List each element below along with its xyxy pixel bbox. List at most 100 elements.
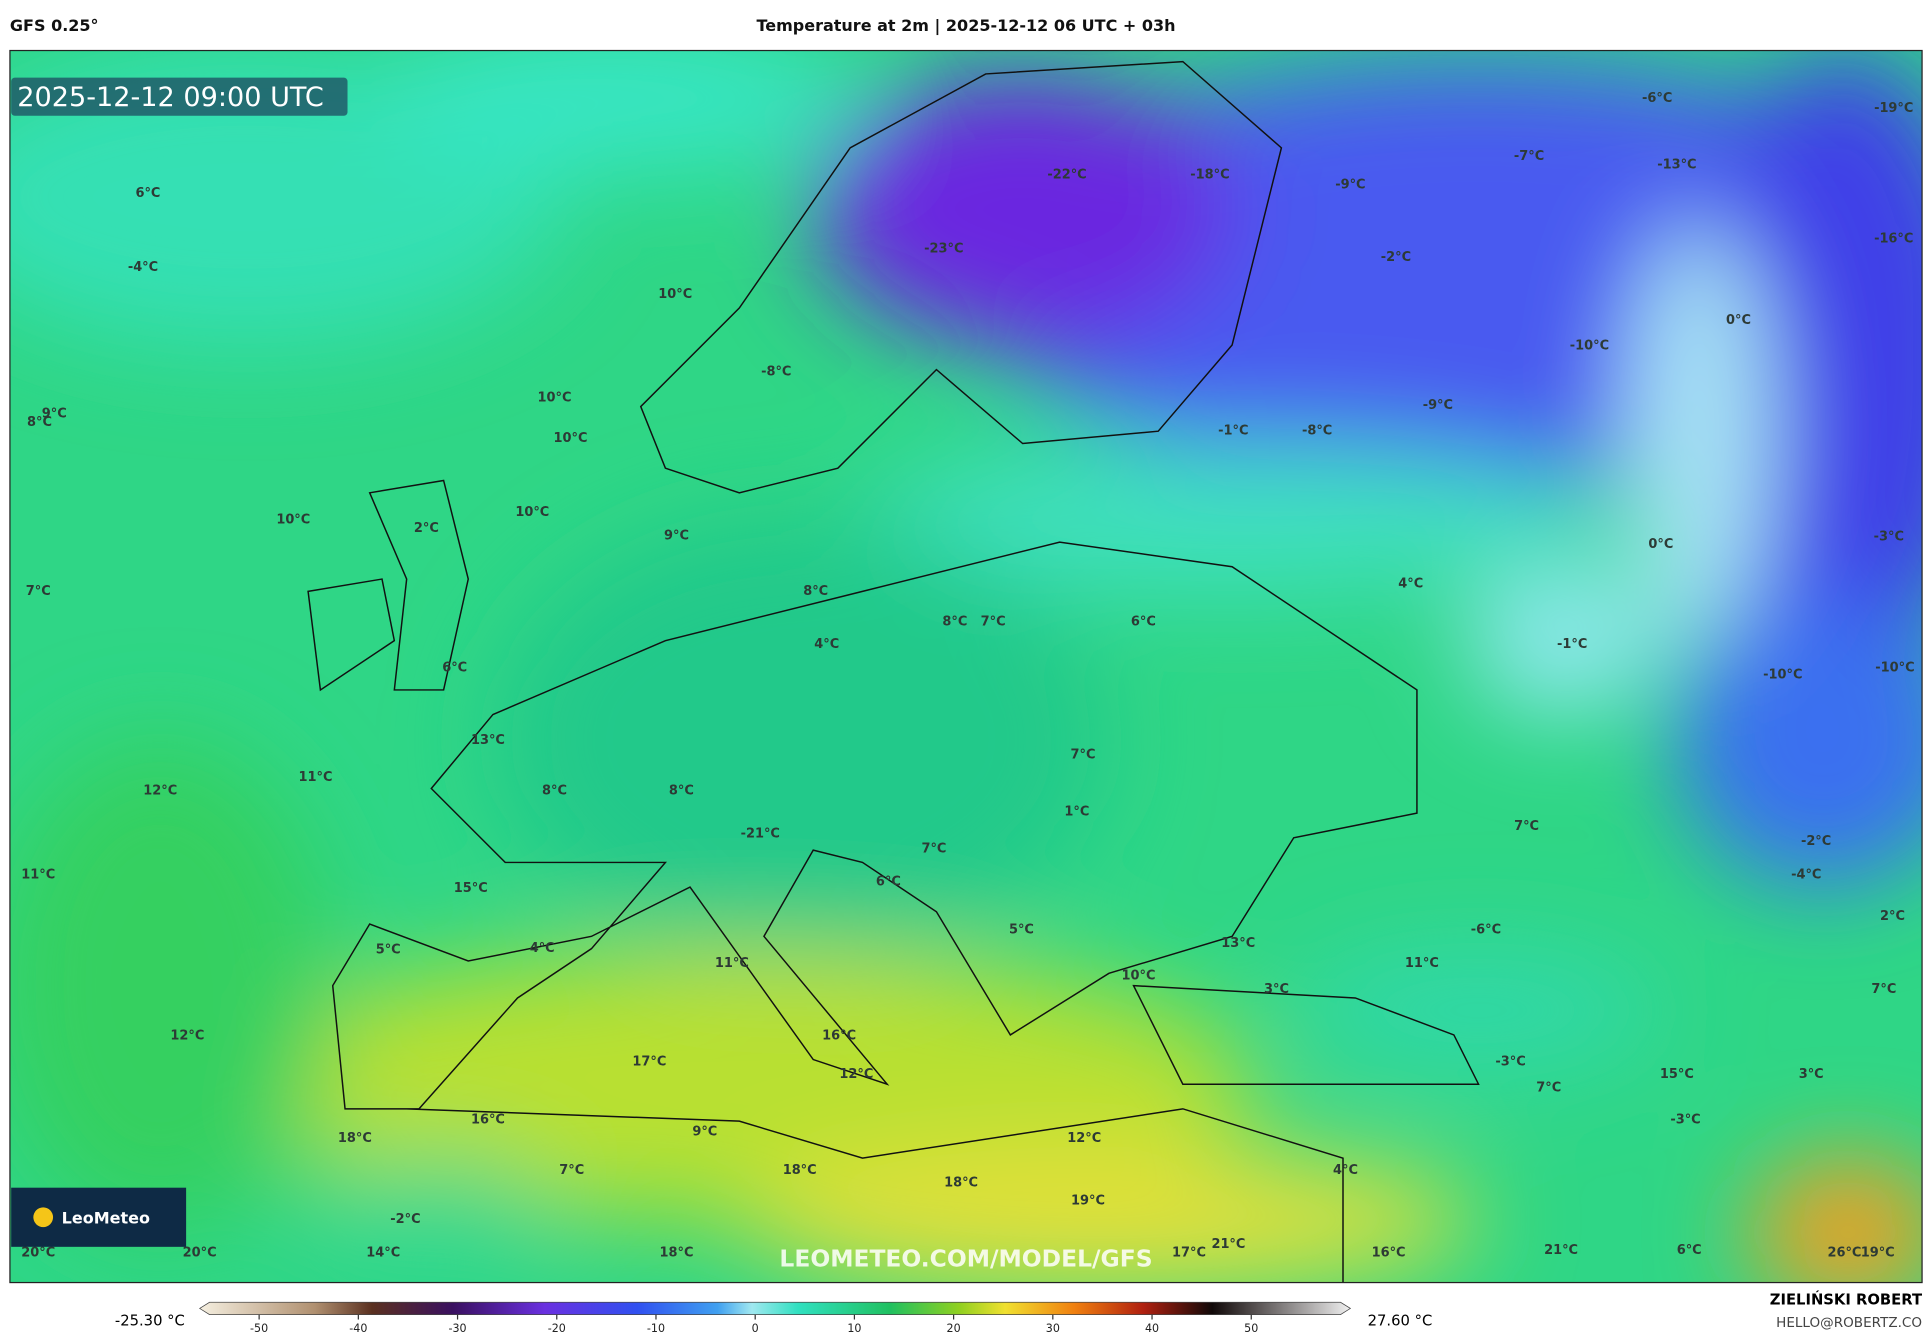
temperature-label: 5°C (1009, 923, 1034, 938)
colorbar (198, 1301, 1352, 1315)
temperature-label: 18°C (338, 1131, 372, 1146)
temperature-label: 7°C (1871, 982, 1896, 997)
colorbar-tick-label: -50 (250, 1322, 268, 1335)
watermark: LEOMETEO.COM/MODEL/GFS (779, 1245, 1152, 1273)
temperature-label: 1°C (1064, 804, 1089, 819)
temperature-label: 11°C (715, 956, 749, 971)
coastlines (307, 60, 1480, 1283)
timestamp: 2025-12-12 09:00 UTC (17, 82, 323, 113)
temperature-label: -1°C (1218, 424, 1248, 439)
temperature-label: 7°C (981, 615, 1006, 630)
map-title: Temperature at 2m | 2025-12-12 06 UTC + … (756, 16, 1175, 36)
temperature-label: 0°C (1726, 313, 1751, 328)
temperature-label: 13°C (471, 733, 505, 748)
temperature-label: 10°C (1122, 968, 1156, 983)
temperature-label: 12°C (1067, 1131, 1101, 1146)
temperature-label: 6°C (442, 660, 467, 675)
temperature-label: 16°C (471, 1112, 505, 1127)
temperature-label: 10°C (658, 287, 692, 302)
temperature-label: 10°C (554, 431, 588, 446)
temperature-label: 19°C (1861, 1245, 1895, 1260)
temperature-label: -2°C (1381, 250, 1411, 265)
temperature-label: 7°C (921, 841, 946, 856)
temperature-label: 8°C (803, 584, 828, 599)
temperature-label: -9°C (1335, 177, 1365, 192)
temperature-label: 5°C (376, 942, 401, 957)
logo-sun (33, 1207, 54, 1228)
temperature-label: -10°C (1763, 668, 1802, 683)
temperature-label: 4°C (530, 941, 555, 956)
temperature-label: 10°C (515, 505, 549, 520)
timestamp-box (11, 77, 348, 116)
temperature-label: -8°C (1302, 424, 1332, 439)
temperature-label: -1°C (1557, 637, 1587, 652)
temperature-label: -4°C (1791, 867, 1821, 882)
temperature-label: -10°C (1570, 339, 1609, 354)
temperature-label: 19°C (1071, 1194, 1105, 1209)
model-name: GFS 0.25° (10, 16, 99, 35)
email: HELLO@ROBERTZ.CO (1776, 1315, 1922, 1331)
temperature-label: 6°C (876, 875, 901, 890)
temperature-label: -6°C (1471, 923, 1501, 938)
temperature-label: -18°C (1190, 167, 1229, 182)
temperature-label: 6°C (1677, 1243, 1702, 1258)
colorbar-tick-label: 40 (1145, 1322, 1159, 1335)
temperature-label: 9°C (42, 406, 67, 421)
temperature-label: 12°C (839, 1067, 873, 1082)
temperature-label: -16°C (1874, 232, 1913, 247)
temperature-label: 8°C (542, 783, 567, 798)
temperature-label: 3°C (1264, 982, 1289, 997)
temperature-label: -19°C (1874, 101, 1913, 116)
temperature-label: -3°C (1495, 1055, 1525, 1070)
temperature-label: -2°C (1801, 834, 1831, 849)
temperature-label: 17°C (1172, 1245, 1206, 1260)
temperature-label: -2°C (390, 1212, 420, 1227)
temperature-label: 7°C (1536, 1080, 1561, 1095)
colorbar-tick-label: 50 (1244, 1322, 1258, 1335)
temperature-label: 2°C (414, 521, 439, 536)
temperature-label: 4°C (814, 637, 839, 652)
map-frame (9, 49, 1923, 1284)
colorbar-tick-label: -10 (647, 1322, 665, 1335)
colorbar-tick-label: 20 (947, 1322, 961, 1335)
temperature-label: 4°C (1398, 576, 1423, 591)
temperature-label: 21°C (1544, 1243, 1578, 1258)
temperature-label: 18°C (660, 1245, 694, 1260)
colorbar-tick-label: 10 (847, 1322, 861, 1335)
temperature-label: -23°C (924, 241, 963, 256)
temperature-label: 20°C (183, 1245, 217, 1260)
temperature-label: -9°C (1423, 398, 1453, 413)
colorbar-min: -25.30 °C (115, 1313, 185, 1330)
author: ZIELIŃSKI ROBERT (1770, 1291, 1922, 1309)
colorbar-tick-label: 30 (1046, 1322, 1060, 1335)
temperature-label: 20°C (21, 1245, 55, 1260)
temperature-label: 2°C (1880, 909, 1905, 924)
temperature-label: -6°C (1642, 91, 1672, 106)
temperature-label: 12°C (143, 783, 177, 798)
temperature-label: 14°C (366, 1245, 400, 1260)
temperature-label: 12°C (170, 1029, 204, 1044)
colorbar-tick-label: 0 (752, 1322, 759, 1335)
temperature-label: 6°C (1131, 615, 1156, 630)
colorbar-tick-label: -20 (548, 1322, 566, 1335)
temperature-label: -8°C (761, 365, 791, 380)
temperature-label: -3°C (1670, 1112, 1700, 1127)
temperature-label: 6°C (135, 186, 160, 201)
temperature-label: 15°C (454, 881, 488, 896)
temperature-label: 16°C (822, 1029, 856, 1044)
colorbar-max: 27.60 °C (1368, 1313, 1433, 1330)
temperature-label: 4°C (1333, 1163, 1358, 1178)
temperature-label: 0°C (1648, 537, 1673, 552)
temperature-label: 10°C (276, 512, 310, 527)
temperature-label: 3°C (1799, 1067, 1824, 1082)
temperature-label: 8°C (942, 615, 967, 630)
temperature-label: -13°C (1657, 158, 1696, 173)
temperature-label: 17°C (632, 1055, 666, 1070)
temperature-label: 9°C (664, 528, 689, 543)
temperature-label: 21°C (1211, 1237, 1245, 1252)
temperature-label: 13°C (1221, 936, 1255, 951)
colorbar-tick-label: -40 (349, 1322, 367, 1335)
logo: LeoMeteo (62, 1208, 150, 1227)
